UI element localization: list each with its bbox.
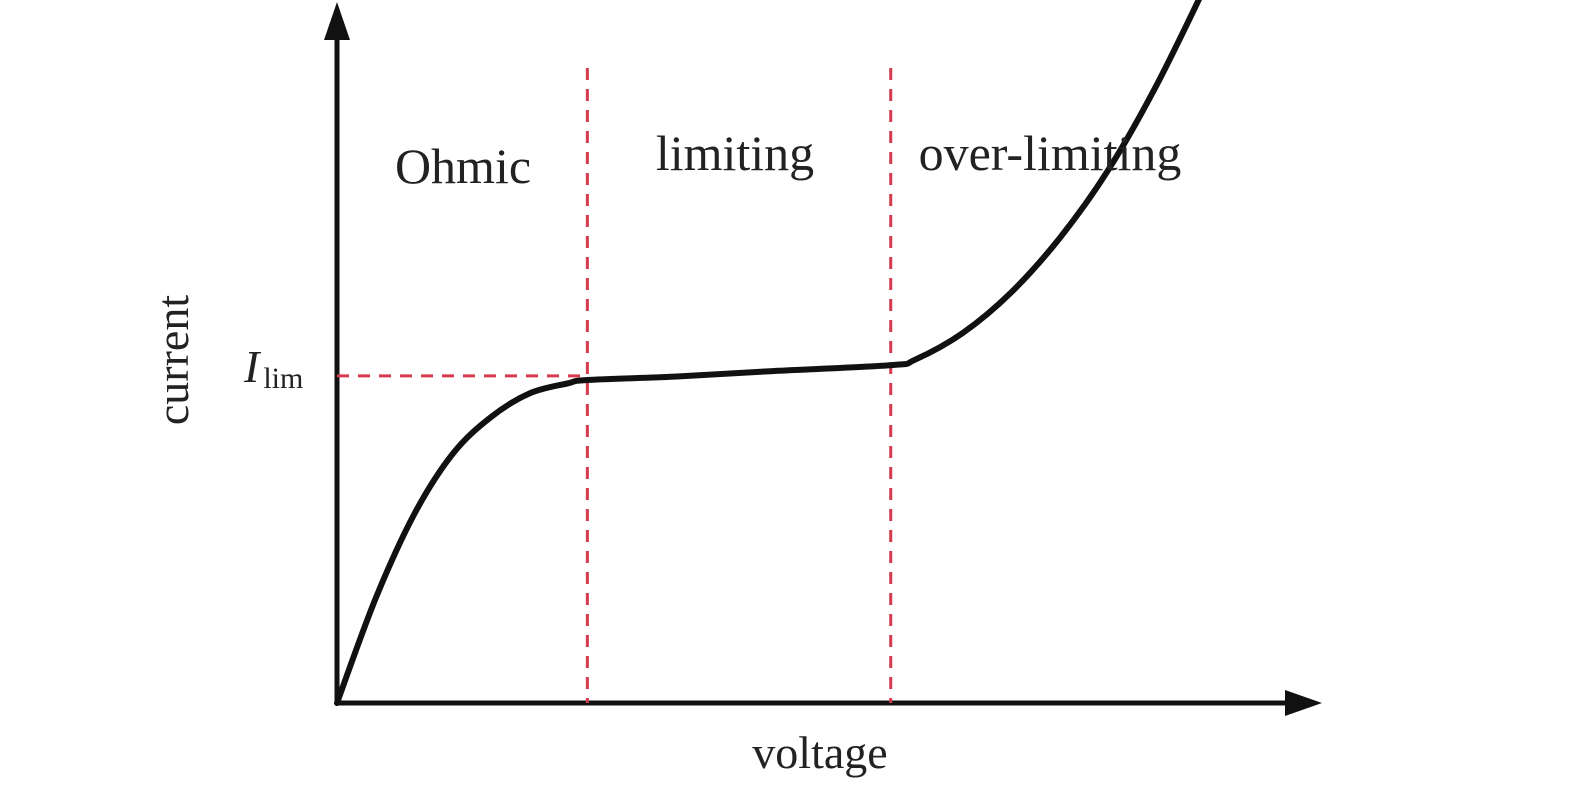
x-axis-label: voltage (752, 727, 887, 778)
y-axis-arrowhead (324, 2, 350, 40)
curve-layer (334, 0, 1202, 706)
region-label-ohmic: Ohmic (395, 138, 531, 194)
limiting-current-subscript: lim (263, 362, 303, 395)
limiting-current-symbol: I (243, 341, 262, 392)
region-label-limiting: limiting (656, 125, 814, 181)
current-voltage-curve (334, 0, 1202, 706)
guide-lines (337, 68, 893, 703)
x-axis-arrowhead (1285, 690, 1322, 716)
axes (324, 2, 1322, 716)
region-label-over-limiting: over-limiting (919, 125, 1182, 181)
y-axis-label: current (147, 295, 198, 425)
